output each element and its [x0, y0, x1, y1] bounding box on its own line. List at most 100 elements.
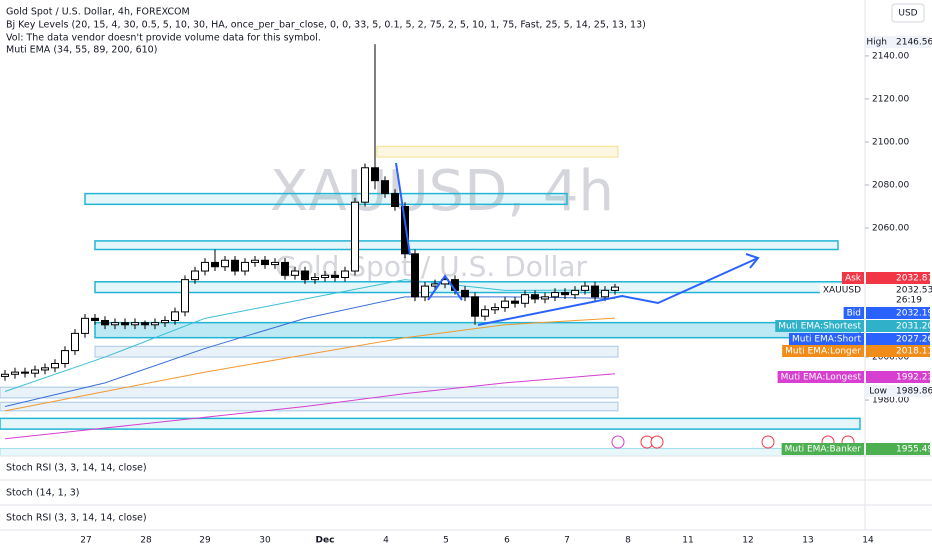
candle-body	[591, 285, 599, 298]
candle-body	[611, 286, 619, 291]
candle-body	[161, 319, 169, 324]
price-tag-value: 2027.26	[896, 335, 932, 345]
price-tag-name: Muti EMA:Longest	[781, 373, 862, 383]
price-tag	[866, 385, 930, 397]
trend-line	[427, 274, 463, 301]
candle-body	[201, 261, 209, 272]
price-tag	[866, 36, 930, 48]
event-icon[interactable]	[611, 435, 625, 449]
candle-body	[531, 294, 539, 300]
price-tag	[866, 333, 930, 345]
trend-line	[477, 257, 759, 326]
price-tag-name-bg	[841, 272, 864, 284]
key-level-zone	[94, 345, 619, 358]
x-tick-label: Dec	[316, 536, 335, 546]
candle-body	[231, 259, 239, 272]
y-tick-label: 2000.00	[872, 353, 909, 363]
y-tick-label: 2060.00	[872, 224, 909, 234]
y-tick-label: 1980.00	[872, 396, 909, 406]
pane-label[interactable]: Stoch RSI (3, 3, 14, 14, close)	[6, 513, 147, 524]
y-tick-label: 2080.00	[872, 180, 909, 190]
price-tag	[866, 345, 930, 357]
candle-body	[601, 289, 609, 298]
pane-label[interactable]: Stoch RSI (3, 3, 14, 14, close)	[6, 463, 147, 474]
candle-body	[51, 363, 59, 369]
candle-body	[521, 294, 529, 304]
indicator-legend[interactable]: Vol: The data vendor doesn't provide vol…	[6, 33, 321, 44]
candle-body	[151, 322, 159, 326]
candle-body	[11, 371, 19, 375]
candle-body	[211, 261, 219, 268]
candle-body	[301, 270, 309, 281]
candle-body	[481, 309, 489, 317]
candle-body	[581, 285, 589, 291]
candle-body	[321, 274, 329, 278]
ema-line	[4, 373, 616, 440]
price-tag-value: 2146.56	[896, 38, 932, 48]
x-tick-label: 6	[504, 536, 510, 546]
candle-body	[291, 270, 299, 276]
price-tag-name: Muti EMA:Shortest	[778, 322, 861, 332]
price-tag-value: 2018.11	[896, 347, 932, 357]
symbol-title: Gold Spot / U.S. Dollar, 4h, FOREXCOM	[6, 7, 190, 18]
candle-body	[191, 270, 199, 281]
price-tag-name: Ask	[845, 274, 862, 284]
key-level-zone	[0, 417, 861, 430]
arrow-head	[745, 253, 760, 269]
indicator-legend[interactable]: Muti EMA (34, 55, 89, 200, 610)	[6, 45, 157, 56]
candle-body	[91, 317, 99, 321]
price-tag-name: Muti EMA:Longer	[785, 347, 861, 357]
candle-body	[551, 292, 559, 298]
price-tag-value: 2032.87	[896, 274, 932, 284]
price-tag-value: 1989.86	[896, 387, 932, 397]
price-tag-value: 2032.19	[896, 309, 932, 319]
bar-countdown: 26:19	[896, 296, 922, 306]
price-tag-name-bg	[789, 333, 864, 345]
price-tag-name: Bid	[847, 309, 861, 319]
key-level-zone	[94, 240, 839, 251]
candle-body	[381, 180, 389, 195]
candle-body	[31, 369, 39, 374]
price-tag-name: XAUUSD	[823, 286, 861, 296]
candle-body	[251, 259, 259, 263]
price-tag-value: 1955.49	[896, 445, 932, 455]
price-tag	[866, 443, 930, 455]
candle-body	[541, 296, 549, 300]
candle-body	[501, 300, 509, 309]
candle-body	[131, 322, 139, 326]
watermark-sub: Gold Spot / U.S. Dollar	[275, 250, 588, 283]
candle-body	[241, 261, 249, 272]
currency-button[interactable]	[891, 3, 925, 23]
pane-label[interactable]: Stoch (14, 1, 3)	[6, 488, 80, 499]
plot	[0, 44, 861, 456]
price-tag-name: Low	[869, 387, 887, 397]
price-tag-name-bg	[781, 443, 864, 455]
x-tick-label: 12	[742, 536, 753, 546]
candle-body	[71, 332, 79, 352]
price-tag-name-bg	[782, 345, 864, 357]
candle-body	[401, 205, 409, 255]
event-icon[interactable]	[650, 435, 664, 449]
key-level-zone	[0, 386, 619, 399]
x-tick-label: 5	[443, 536, 449, 546]
x-tick-label: 11	[682, 536, 693, 546]
x-tick-label: 4	[383, 536, 389, 546]
x-tick-label: 8	[625, 536, 631, 546]
price-tag	[866, 284, 930, 296]
candle-body	[81, 317, 89, 334]
x-tick-label: 28	[140, 536, 152, 546]
indicator-legend[interactable]: Bj Key Levels (20, 15, 4, 30, 0.5, 5, 10…	[6, 20, 646, 31]
candle-body	[281, 261, 289, 276]
x-tick-label: 14	[862, 536, 874, 546]
candle-body	[21, 371, 29, 374]
candle-body	[331, 274, 339, 278]
candle-body	[61, 350, 69, 365]
candle-body	[311, 276, 319, 281]
candle-body	[181, 279, 189, 313]
candle-body	[461, 289, 469, 298]
event-icon[interactable]	[761, 435, 775, 449]
candle-body	[141, 322, 149, 326]
candle-body	[561, 292, 569, 296]
candle-body	[341, 270, 349, 278]
ema-line	[4, 279, 616, 392]
